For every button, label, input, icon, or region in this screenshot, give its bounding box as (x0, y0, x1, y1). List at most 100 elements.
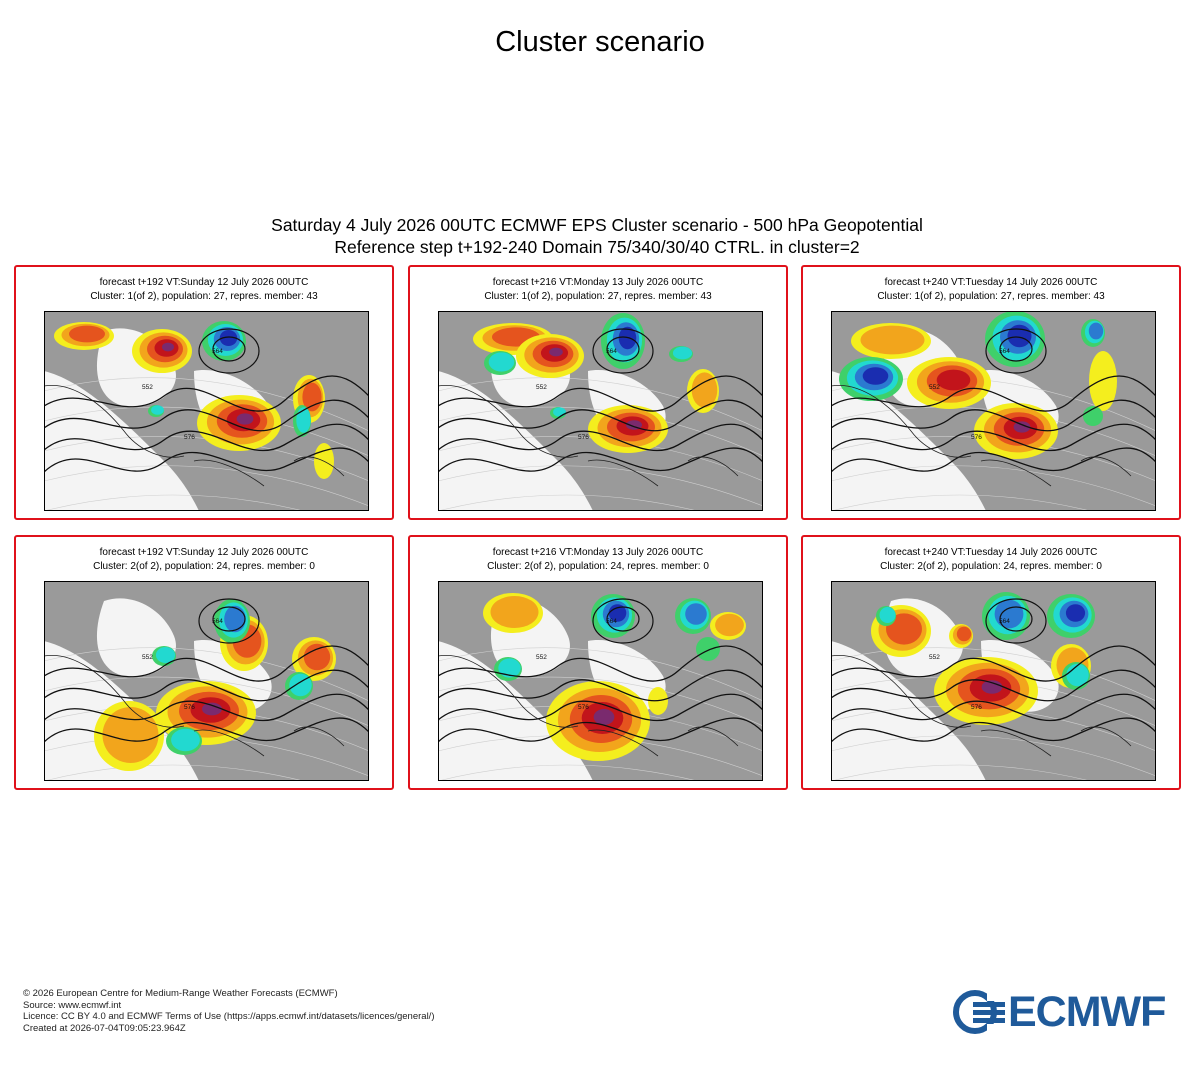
geopotential-contour (831, 693, 1156, 722)
grid-line (438, 406, 763, 457)
negative-anomaly-area (224, 605, 246, 633)
positive-anomaly-area (715, 613, 744, 637)
panel-cluster-info: Cluster: 1(of 2), population: 27, repres… (877, 291, 1105, 302)
negative-anomaly-area (219, 330, 238, 346)
panel-cluster-info: Cluster: 1(of 2), population: 27, repres… (484, 291, 712, 302)
negative-anomaly-area (696, 637, 720, 661)
negative-anomaly-area (685, 603, 707, 625)
panel-forecast-time: forecast t+192 VT:Sunday 12 July 2026 00… (99, 277, 309, 288)
positive-anomaly-area (549, 347, 563, 357)
panel-cluster-info: Cluster: 2(of 2), population: 24, repres… (880, 561, 1102, 572)
ocean-area (831, 641, 986, 781)
forecast-panel[interactable]: forecast t+192 VT:Sunday 12 July 2026 00… (14, 265, 394, 520)
geopotential-contour (44, 399, 369, 432)
contour-label: 576 (578, 704, 589, 711)
contour-label: 552 (536, 384, 547, 391)
map-frame (831, 311, 1156, 511)
contour-label: 564 (999, 618, 1010, 625)
geopotential-contour (831, 375, 1156, 412)
positive-anomaly-area (162, 342, 174, 352)
map-frame (438, 581, 763, 781)
forecast-panel[interactable]: forecast t+192 VT:Sunday 12 July 2026 00… (14, 535, 394, 790)
negative-anomaly-area (1083, 406, 1103, 426)
ocean-area (438, 641, 593, 781)
positive-anomaly-area (102, 707, 159, 763)
negative-anomaly-area (862, 367, 889, 385)
geopotential-contour (44, 423, 369, 452)
grid-line (831, 465, 1156, 507)
positive-anomaly-area (860, 325, 925, 355)
contour-label: 576 (184, 434, 195, 441)
geopotential-contour (44, 645, 369, 682)
coastline (831, 384, 1132, 487)
contour-label: 564 (606, 618, 617, 625)
panel-forecast-time: forecast t+216 VT:Monday 13 July 2026 00… (492, 277, 704, 288)
geopotential-map: 576 564 552 (831, 581, 1156, 781)
positive-anomaly-area (69, 325, 105, 343)
negative-anomaly-area (1065, 604, 1086, 622)
positive-anomaly-area (1013, 421, 1031, 433)
geopotential-contour (438, 399, 763, 432)
map-frame (44, 581, 369, 781)
grid-line (831, 764, 1092, 781)
grid-line (438, 647, 763, 702)
grid-line (438, 494, 699, 511)
geopotential-contour (999, 336, 1033, 362)
footer: © 2026 European Centre for Medium-Range … (23, 988, 435, 1034)
ecmwf-logo[interactable]: ECMWF (953, 990, 1178, 1035)
ecmwf-logo-text: ECMWF (1008, 988, 1166, 1036)
positive-anomaly-area (981, 680, 1003, 694)
geopotential-contour (44, 717, 369, 743)
contour-label: 576 (971, 434, 982, 441)
forecast-panel[interactable]: forecast t+240 VT:Tuesday 14 July 2026 0… (801, 535, 1181, 790)
panel-forecast-time: forecast t+240 VT:Tuesday 14 July 2026 0… (884, 547, 1098, 558)
panel-cluster-info: Cluster: 2(of 2), population: 24, repres… (487, 561, 709, 572)
positive-anomaly-area (202, 702, 222, 716)
positive-anomaly-area (936, 369, 971, 391)
forecast-panel[interactable]: forecast t+240 VT:Tuesday 14 July 2026 0… (801, 265, 1181, 520)
geopotential-contour (831, 447, 1156, 473)
contour-label: 576 (184, 704, 195, 711)
geopotential-contour (606, 606, 640, 632)
positive-anomaly-area (691, 372, 718, 408)
forecast-panel[interactable]: forecast t+216 VT:Monday 13 July 2026 00… (408, 265, 788, 520)
geopotential-map: 576 564 552 (44, 581, 369, 781)
ocean-area (44, 371, 199, 511)
forecast-panel[interactable]: forecast t+216 VT:Monday 13 July 2026 00… (408, 535, 788, 790)
geopotential-contour (438, 645, 763, 682)
negative-anomaly-area (608, 604, 627, 622)
geopotential-contour (985, 598, 1047, 644)
geopotential-contour (198, 598, 260, 644)
grid-line (44, 465, 369, 507)
geopotential-contour (44, 693, 369, 722)
map-frame (438, 311, 763, 511)
map-frame (831, 581, 1156, 781)
contour-label: 552 (929, 654, 940, 661)
footer-licence: Licence: CC BY 4.0 and ECMWF Terms of Us… (23, 1011, 435, 1022)
grid-line (44, 647, 369, 702)
geopotential-contour (985, 328, 1047, 374)
footer-created: Created at 2026-07-04T09:05:23.964Z (23, 1022, 186, 1034)
grid-line (44, 494, 305, 511)
grid-line (831, 494, 1092, 511)
positive-anomaly-area (236, 413, 254, 425)
contour-label: 552 (142, 384, 153, 391)
grid-line (831, 647, 1156, 702)
contour-label: 576 (578, 434, 589, 441)
geopotential-contour (438, 423, 763, 452)
footer-source: Source: www.ecmwf.int (23, 999, 122, 1011)
negative-anomaly-area (553, 407, 566, 417)
geopotential-contour (212, 606, 246, 632)
geopotential-contour (438, 717, 763, 743)
panel-cluster-info: Cluster: 1(of 2), population: 27, repres… (90, 291, 318, 302)
positive-anomaly-area (956, 626, 972, 642)
coastline (438, 654, 739, 757)
geopotential-contour (831, 399, 1156, 432)
geopotential-map: 576 564 552 (831, 311, 1156, 511)
contour-label: 564 (606, 348, 617, 355)
geopotential-contour (438, 693, 763, 722)
positive-anomaly-area (886, 613, 922, 645)
negative-anomaly-area (151, 405, 164, 415)
negative-anomaly-area (488, 352, 515, 372)
geopotential-contour (831, 423, 1156, 452)
